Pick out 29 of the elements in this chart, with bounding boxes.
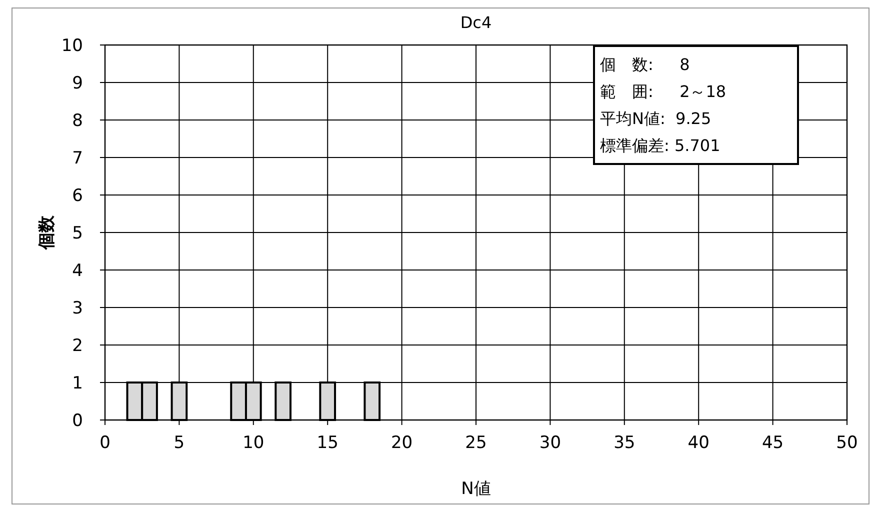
- y-tick-label: 5: [72, 224, 83, 244]
- x-tick-label: 30: [539, 433, 562, 453]
- x-tick-label: 50: [836, 433, 858, 453]
- x-tick-label: 25: [465, 433, 487, 453]
- y-tick-label: 7: [72, 148, 83, 168]
- y-tick-label: 0: [72, 411, 83, 431]
- x-tick-label: 35: [614, 433, 636, 453]
- y-tick-label: 3: [72, 298, 83, 318]
- y-tick-label: 10: [61, 36, 83, 56]
- annotation: 個 数: 8: [600, 55, 690, 74]
- y-tick-label: 6: [72, 186, 83, 206]
- annotation: 平均N値: 9.25: [600, 109, 712, 128]
- annotation: 標準偏差: 5.701: [600, 136, 720, 155]
- x-tick-label: 0: [100, 433, 110, 453]
- x-tick-label: 10: [242, 433, 264, 453]
- y-axis-title: 個数: [37, 214, 57, 250]
- y-tick-label: 1: [72, 374, 83, 394]
- x-tick-label: 5: [174, 433, 185, 453]
- y-tick-label: 8: [72, 111, 83, 131]
- y-tick-label: 2: [72, 336, 83, 356]
- annotation: 範 囲: 2～18: [600, 82, 726, 101]
- y-tick-label: 9: [72, 74, 83, 94]
- chart-title: Dc4: [460, 13, 492, 32]
- x-axis-title: N値: [461, 479, 491, 499]
- x-tick-label: 20: [390, 433, 413, 453]
- x-tick-label: 45: [762, 433, 784, 453]
- x-tick-label: 40: [688, 433, 710, 453]
- y-tick-label: 4: [72, 261, 83, 281]
- x-tick-label: 15: [316, 433, 338, 453]
